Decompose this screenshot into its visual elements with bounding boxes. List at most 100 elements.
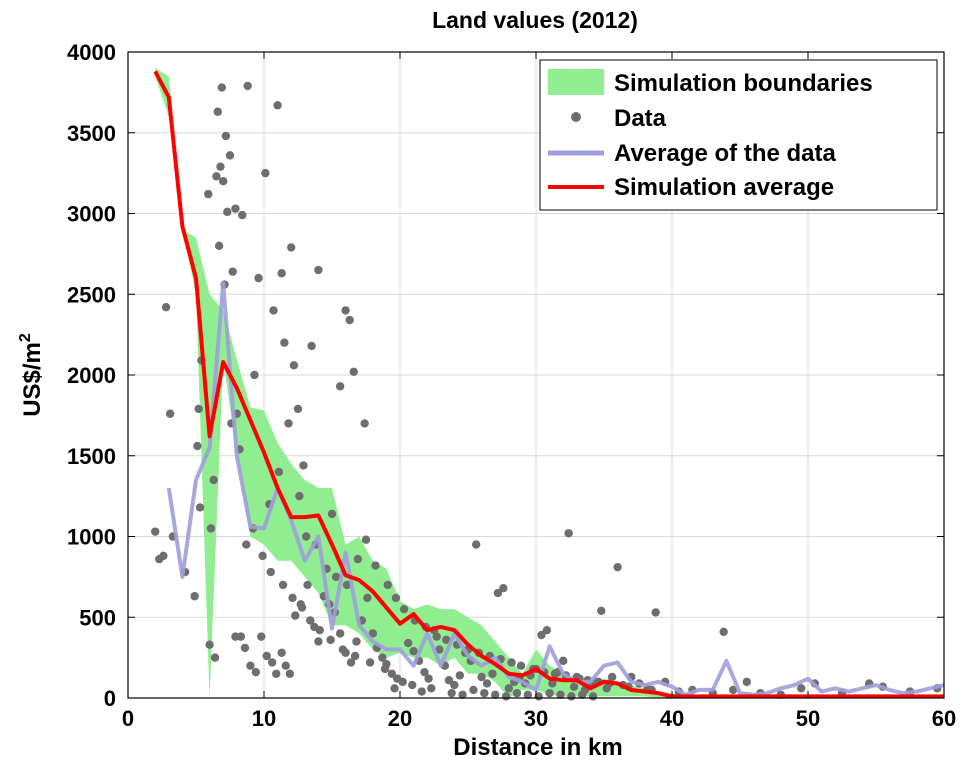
data-point (398, 677, 407, 687)
data-point (556, 690, 565, 699)
data-point (499, 583, 508, 593)
y-axis-title-superscript: 2 (17, 333, 34, 342)
data-point (205, 640, 214, 649)
simulation-average-polyline (153, 70, 944, 699)
data-point (206, 524, 216, 533)
data-point (338, 645, 348, 654)
data-point (326, 635, 335, 645)
data-point (545, 688, 554, 698)
data-point (335, 629, 345, 638)
data-point (297, 603, 307, 612)
data-point (387, 669, 397, 678)
data-point (190, 592, 199, 601)
legend-swatch-band (548, 69, 604, 95)
data-point (613, 562, 622, 572)
data-point (455, 671, 465, 680)
data-point (159, 551, 168, 561)
data-point (228, 267, 237, 276)
data-point (194, 404, 203, 414)
x-tick-label: 0 (122, 706, 134, 731)
data-point (231, 204, 240, 213)
data-point (651, 608, 660, 617)
data-point (258, 551, 267, 561)
y-tick-label: 1000 (67, 525, 116, 550)
data-point (278, 580, 288, 590)
data-point (261, 168, 270, 178)
data-point (274, 467, 284, 477)
data-point (569, 682, 579, 691)
data-point (507, 658, 516, 667)
data-point (435, 645, 444, 654)
data-point (491, 690, 500, 699)
data-point (567, 692, 576, 701)
data-point (729, 685, 738, 695)
data-point (352, 637, 361, 646)
data-point (307, 341, 316, 351)
data-point (516, 661, 526, 670)
data-point (442, 635, 451, 645)
y-tick-label: 3500 (67, 121, 116, 146)
data-point (193, 441, 202, 451)
average-of-data-line (166, 280, 945, 697)
data-point (216, 162, 225, 171)
data-point (482, 679, 492, 688)
data-point (444, 676, 454, 685)
data-point (417, 687, 426, 696)
data-point (797, 684, 806, 693)
data-point (280, 338, 289, 347)
data-point (299, 461, 308, 470)
data-point (242, 540, 251, 549)
y-tick-label: 0 (104, 686, 116, 711)
data-point (335, 382, 345, 391)
average-of-data-polyline (166, 280, 945, 697)
data-point (537, 630, 546, 640)
data-point (427, 684, 436, 693)
data-point (212, 172, 221, 181)
data-point (240, 643, 250, 653)
data-point (477, 672, 486, 682)
data-point (345, 315, 354, 325)
data-point (236, 632, 246, 641)
data-point (578, 690, 587, 699)
data-point (380, 664, 390, 674)
x-tick-label: 50 (796, 706, 820, 731)
data-point (273, 101, 282, 110)
data-point (251, 667, 261, 677)
legend-label-average: Average of the data (614, 140, 836, 167)
data-point (214, 241, 224, 250)
x-tick-label: 20 (388, 706, 412, 731)
x-axis-title: Distance in km (453, 734, 622, 761)
y-tick-label: 2000 (67, 363, 116, 388)
data-point (420, 667, 429, 677)
data-point (306, 616, 315, 625)
y-axis-title-text: US$/m (19, 342, 46, 417)
data-point (403, 638, 413, 648)
data-point (424, 674, 433, 683)
data-point (548, 679, 557, 688)
data-point (493, 588, 503, 598)
data-point (383, 580, 392, 590)
y-axis-title: US$/m2 (17, 333, 46, 417)
legend-label-band: Simulation boundaries (614, 70, 873, 97)
data-point (266, 567, 275, 577)
data-point (360, 419, 369, 428)
data-point (471, 540, 481, 549)
x-tick-label: 10 (252, 706, 276, 731)
data-point (210, 653, 220, 662)
simulation-average-line (153, 70, 944, 699)
data-point (390, 684, 399, 693)
y-axis-ticks: 0 500 1000 1500 2000 2500 3000 3500 4000 (67, 40, 944, 711)
data-point (272, 669, 281, 678)
data-point (262, 651, 271, 661)
data-point (293, 404, 303, 414)
data-point (257, 632, 266, 641)
data-point (161, 302, 171, 312)
legend: Simulation boundaries Data Average of th… (539, 59, 938, 211)
data-point (501, 692, 511, 701)
y-tick-label: 3000 (67, 202, 116, 227)
data-point (238, 210, 247, 220)
data-point (295, 491, 304, 501)
data-point (223, 207, 232, 217)
data-point (291, 611, 300, 620)
data-point (350, 651, 360, 661)
